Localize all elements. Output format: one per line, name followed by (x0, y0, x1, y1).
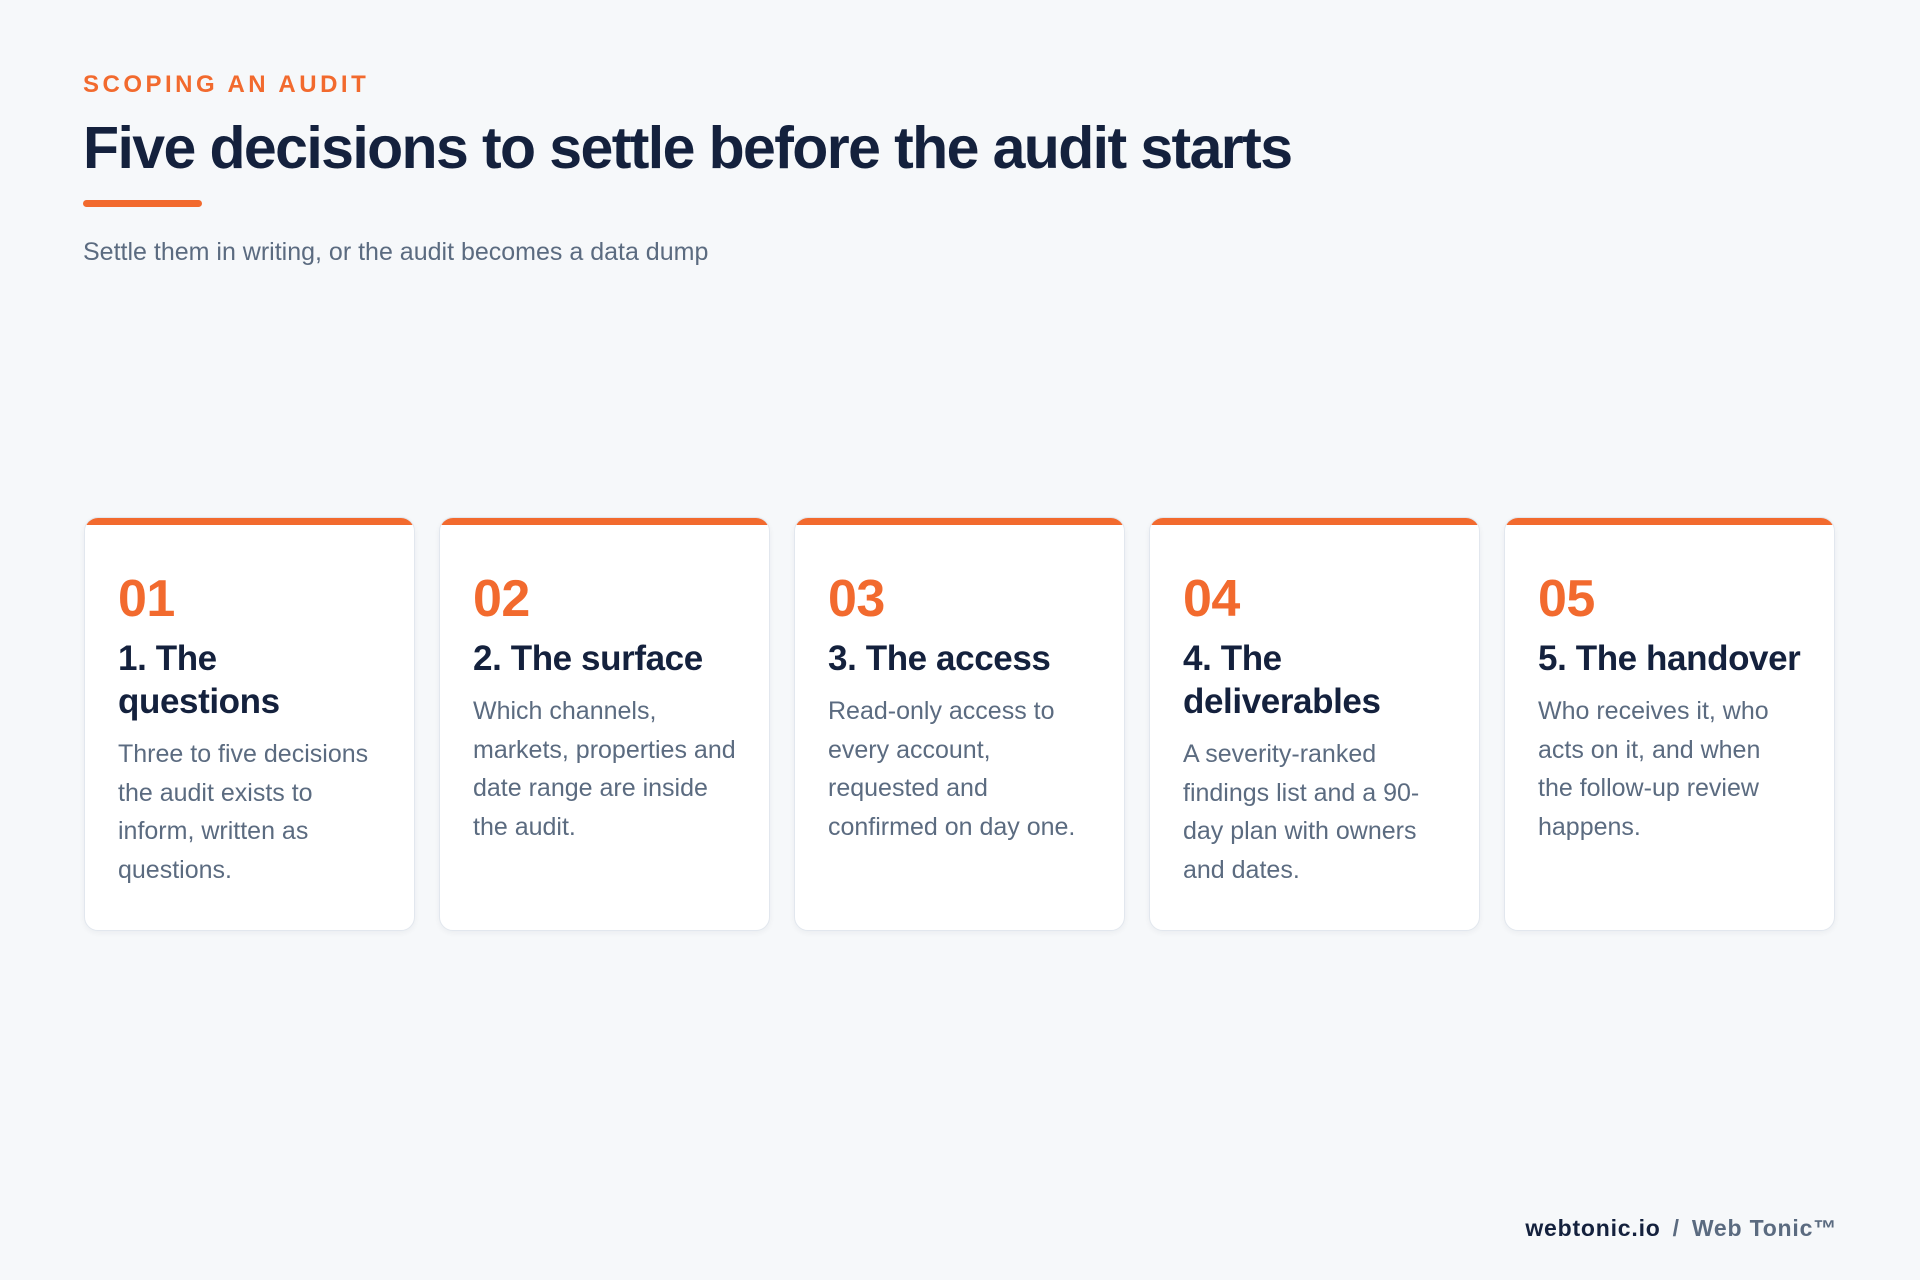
card-body: A severity-ranked findings list and a 90… (1183, 740, 1420, 884)
card-number: 02 (473, 570, 530, 628)
card-number: 01 (118, 570, 175, 628)
card-title: 5. The handover (1538, 639, 1801, 678)
page-title: Five decisions to settle before the audi… (83, 115, 1293, 181)
decision-card-surface: 02 2. The surface Which channels, market… (439, 517, 770, 931)
card-number: 03 (828, 570, 885, 628)
decision-card-questions: 01 1. The questions Three to five decisi… (84, 517, 415, 931)
footer-site: webtonic.io (1525, 1215, 1661, 1241)
footer-credit: webtonic.io / Web Tonic™ (1525, 1213, 1837, 1243)
footer-brand: Web Tonic™ (1691, 1215, 1837, 1241)
eyebrow-label: SCOPING AN AUDIT (83, 71, 370, 98)
header: SCOPING AN AUDIT Five decisions to settl… (83, 70, 1843, 266)
page-subtitle: Settle them in writing, or the audit bec… (83, 238, 709, 266)
card-title: 2. The surface (473, 639, 703, 678)
card-title: 3. The access (828, 639, 1051, 678)
card-body: Which channels, markets, properties and … (473, 697, 736, 841)
footer-separator: / (1672, 1215, 1680, 1241)
title-underline (83, 200, 202, 207)
decision-card-handover: 05 5. The handover Who receives it, who … (1504, 517, 1835, 931)
card-title: 1. The questions (118, 639, 280, 721)
card-title: 4. The deliverables (1183, 639, 1381, 721)
decision-card-access: 03 3. The access Read-only access to eve… (794, 517, 1125, 931)
card-number: 05 (1538, 570, 1595, 628)
card-body: Three to five decisions the audit exists… (118, 740, 369, 884)
decision-card-deliverables: 04 4. The deliverables A severity-ranked… (1149, 517, 1480, 931)
card-number: 04 (1183, 570, 1240, 628)
card-body: Who receives it, who acts on it, and whe… (1538, 697, 1769, 841)
decision-cards: 01 1. The questions Three to five decisi… (84, 517, 1836, 931)
card-body: Read-only access to every account, reque… (828, 697, 1076, 841)
